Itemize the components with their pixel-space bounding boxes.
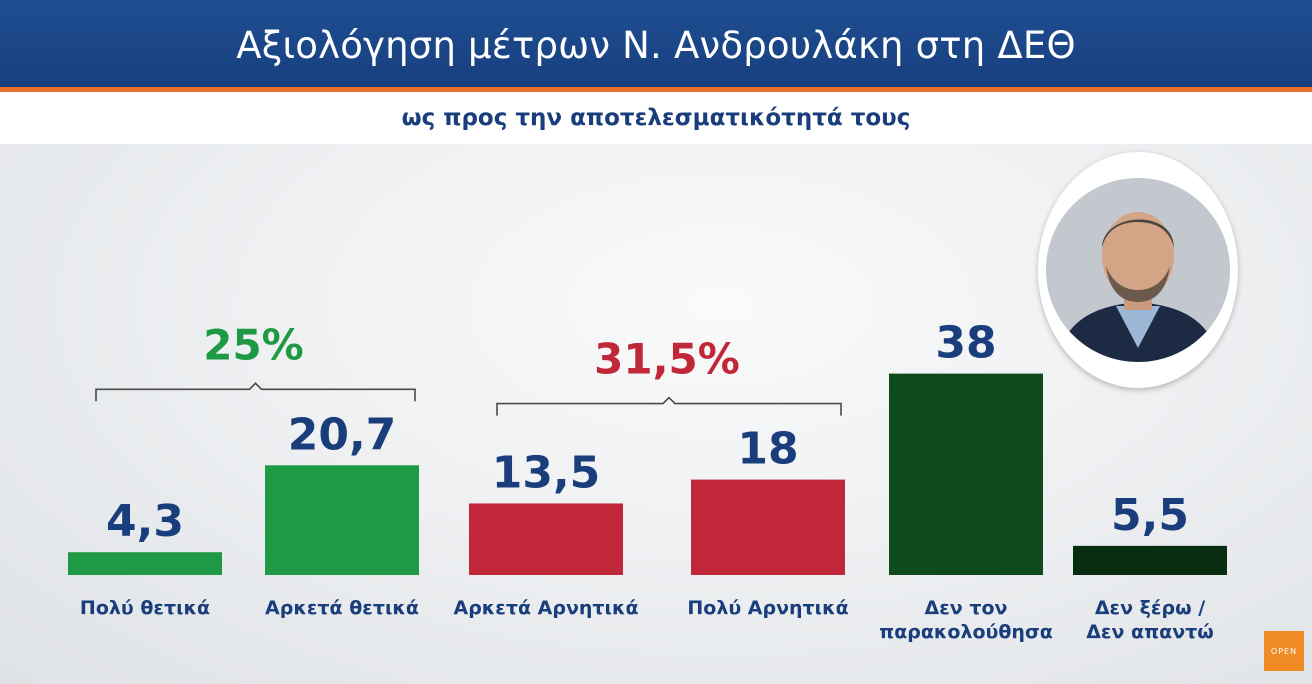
person-photo <box>1046 178 1230 362</box>
group-total-label: 25% <box>203 320 304 369</box>
bar <box>265 465 419 575</box>
bar <box>889 373 1043 575</box>
chart-subtitle: ως προς την αποτελεσματικότητά τους <box>401 105 911 131</box>
channel-logo: OPEN <box>1264 631 1304 671</box>
bar-value-label: 5,5 <box>1111 490 1189 541</box>
person-icon <box>1046 178 1230 362</box>
bar-value-label: 4,3 <box>106 496 184 547</box>
bar-value-label: 13,5 <box>492 447 601 498</box>
avatar <box>1038 152 1238 388</box>
category-label: Δεν απαντώ <box>1086 621 1214 643</box>
logo-text: OPEN <box>1270 646 1298 656</box>
bar-value-label: 18 <box>737 424 798 475</box>
bar <box>68 552 222 575</box>
bar <box>1073 545 1227 575</box>
bar <box>469 503 623 575</box>
category-label: Αρκετά θετικά <box>265 597 419 619</box>
bar <box>691 479 845 575</box>
category-label: Πολύ θετικά <box>80 597 210 619</box>
group-bracket <box>496 396 842 416</box>
category-label: Αρκετά Αρνητικά <box>453 597 638 619</box>
subheader-bar: ως προς την αποτελεσματικότητά τους <box>0 92 1312 144</box>
category-label: Δεν τον <box>925 597 1008 619</box>
bar-value-label: 20,7 <box>288 409 397 460</box>
group-bracket <box>95 382 416 402</box>
group-total-label: 31,5% <box>594 335 740 384</box>
bar-value-label: 38 <box>935 318 996 369</box>
chart-title: Αξιολόγηση μέτρων Ν. Ανδρουλάκη στη ΔΕΘ <box>236 24 1076 67</box>
header-bar: Αξιολόγηση μέτρων Ν. Ανδρουλάκη στη ΔΕΘ <box>0 0 1312 87</box>
category-label: Δεν ξέρω / <box>1095 597 1205 619</box>
category-label: παρακολούθησα <box>879 621 1053 643</box>
category-label: Πολύ Αρνητικά <box>687 597 848 619</box>
accent-line <box>0 87 1312 92</box>
